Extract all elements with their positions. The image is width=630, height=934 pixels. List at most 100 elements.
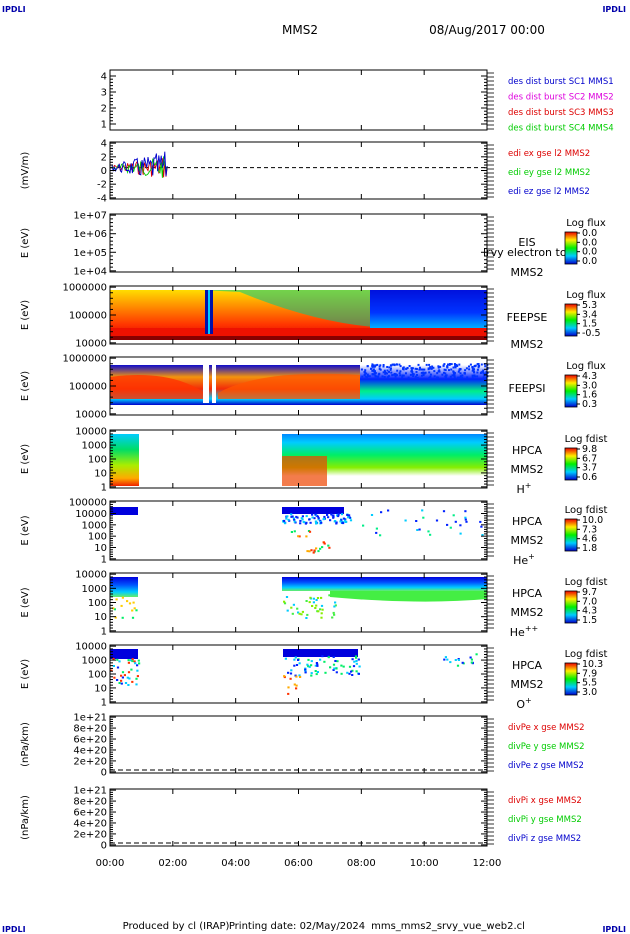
spectrogram-pixel xyxy=(394,375,397,378)
x-tick-label: 10:00 xyxy=(410,858,439,869)
instrument-label: HPCA xyxy=(512,515,543,528)
spectrogram-pixel xyxy=(446,366,449,368)
spectrogram-pixel xyxy=(319,519,322,522)
spectrogram-pixel xyxy=(115,598,118,601)
spectrogram-pixel xyxy=(451,374,454,377)
spectrogram-pixel xyxy=(401,374,404,377)
spectrogram-pixel xyxy=(332,663,336,666)
spectrogram-pixel xyxy=(372,370,375,373)
spectrogram-pixel xyxy=(127,661,130,664)
spectrogram-pixel xyxy=(315,522,318,525)
spectrogram-pixel xyxy=(346,514,349,516)
spectrogram-pixel xyxy=(484,372,487,375)
spectrogram-pixel xyxy=(428,363,431,366)
y-tick-label: 4e+20 xyxy=(73,818,107,829)
spectrogram-pixel xyxy=(412,373,415,376)
y-tick-label: 1e+21 xyxy=(73,713,107,724)
spectrogram-pixel xyxy=(387,509,390,512)
spectrogram-pixel xyxy=(438,370,441,373)
spectrogram-pixel xyxy=(131,616,135,619)
spectrogram-pixel xyxy=(351,658,354,661)
spectrogram-pixel xyxy=(429,373,432,376)
spectrogram-block xyxy=(330,591,487,602)
spectrogram-pixel xyxy=(332,514,335,517)
spectrogram-pixel xyxy=(348,672,351,675)
spectrogram-pixel xyxy=(316,597,320,599)
spectrogram-pixel xyxy=(386,376,389,379)
colorbar-tick-label: 5.5 xyxy=(582,678,597,689)
spectrogram-pixel xyxy=(469,656,472,659)
spectrogram-pixel xyxy=(387,375,390,378)
y-tick-label: 10 xyxy=(94,468,107,479)
spectrogram-pixel xyxy=(379,368,382,371)
spectrogram-pixel xyxy=(416,529,419,531)
spectrogram-pixel xyxy=(127,659,130,662)
instrument-label: MMS2 xyxy=(511,266,544,279)
spectrogram-pixel xyxy=(305,535,308,538)
spectrogram-pixel xyxy=(452,366,455,369)
spectrogram-pixel xyxy=(388,366,391,369)
spectrogram-pixel xyxy=(293,658,296,661)
spectrogram-pixel xyxy=(454,365,457,367)
spectrogram-pixel xyxy=(435,519,439,522)
spectrogram-pixel xyxy=(439,365,442,368)
spectrogram-pixel xyxy=(482,371,485,373)
spectrogram-pixel xyxy=(382,364,385,366)
spectrogram-pixel xyxy=(301,518,304,521)
spectrogram-pixel xyxy=(370,514,374,516)
spectrogram-pixel xyxy=(126,600,129,603)
spectrogram-pixel xyxy=(446,658,449,661)
spectrogram-pixel xyxy=(449,526,452,529)
spectrogram-pixel xyxy=(443,368,446,371)
spectrogram-pixel xyxy=(329,519,332,522)
spectrogram-pixel xyxy=(120,604,123,607)
y-axis-label: E (eV) xyxy=(20,228,31,258)
legend-entry: des dist burst SC1 MMS1 xyxy=(508,77,614,87)
spectrogram-pixel xyxy=(283,675,286,678)
y-tick-label: 1e+06 xyxy=(73,229,107,240)
spectrogram-pixel xyxy=(416,376,419,379)
spectrogram-pixel xyxy=(128,677,131,680)
colorbar-tick-label: 3.0 xyxy=(582,380,597,391)
y-tick-label: 3 xyxy=(101,88,107,99)
spectrogram-pixel xyxy=(355,662,358,665)
spectrogram-pixel xyxy=(443,658,446,661)
spectrogram-pixel xyxy=(471,366,474,368)
spectrogram-pixel xyxy=(452,370,455,373)
y-axis-label: E (eV) xyxy=(20,300,31,330)
colorbar-tick-label: 3.4 xyxy=(582,309,597,320)
spectrogram-pixel xyxy=(121,616,124,619)
spectrogram-pixel xyxy=(425,363,428,366)
spectrogram-pixel xyxy=(444,656,447,659)
spectrogram-pixel xyxy=(295,664,299,666)
instrument-label: MMS2 xyxy=(511,534,544,547)
spectrogram-pixel xyxy=(437,366,440,369)
spectrogram-pixel xyxy=(116,679,119,681)
spectrogram-pixel xyxy=(471,374,474,377)
spectrogram-pixel xyxy=(471,376,474,379)
spectrogram-pixel xyxy=(313,517,316,520)
spectrogram-pixel xyxy=(293,520,296,523)
spectrogram-pixel xyxy=(437,365,440,368)
spectrogram-pixel xyxy=(302,520,305,523)
spectrogram-pixel xyxy=(290,669,293,672)
spectrogram-pixel xyxy=(323,517,326,520)
spectrogram-pixel xyxy=(340,513,344,516)
y-tick-label: 100 xyxy=(88,598,107,609)
colorbar-tick-label: 0.0 xyxy=(582,247,597,258)
colorbar xyxy=(564,303,578,337)
spectrogram-pixel xyxy=(333,520,336,523)
spectrogram-block xyxy=(212,365,216,403)
spectrogram-pixel xyxy=(334,604,337,607)
spectrogram-pixel xyxy=(468,365,470,368)
spectrogram-pixel xyxy=(311,513,314,516)
spectrogram-pixel xyxy=(310,660,313,663)
spectrogram-pixel xyxy=(110,669,113,672)
spectrogram-pixel xyxy=(299,519,302,522)
spectrogram-pixel xyxy=(376,363,379,366)
spectrogram-pixel xyxy=(357,672,360,675)
y-tick-label: 1e+07 xyxy=(73,211,107,222)
spectrogram-pixel xyxy=(399,365,402,368)
spectrogram-pixel xyxy=(283,522,287,525)
